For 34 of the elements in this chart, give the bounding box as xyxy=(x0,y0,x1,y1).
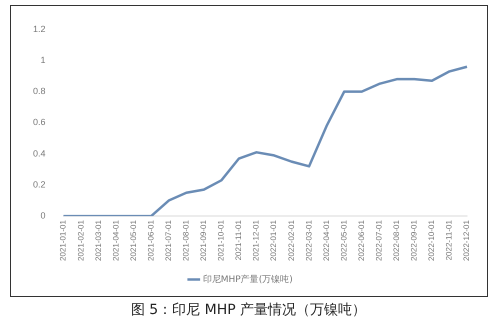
y-tick-label: 1.2 xyxy=(32,24,46,34)
x-tick-label: 2021-04-01 xyxy=(111,220,120,261)
x-tick-label: 2022-05-01 xyxy=(339,220,348,261)
x-tick-label: 2022-12-01 xyxy=(462,220,472,261)
x-tick-label: 2022-09-01 xyxy=(410,220,419,261)
y-tick-label: 0 xyxy=(40,210,46,221)
x-tick-label: 2021-07-01 xyxy=(164,220,173,261)
x-tick-label: 2022-03-01 xyxy=(304,220,314,261)
x-tick-label: 2021-11-01 xyxy=(234,220,244,260)
chart-frame: 印尼MHP产量(万镍吨) 2021-01-01 2021-02-01 2021-03-01 2021-04-01 2021-05-01 2021-06-01 2021-07-01 2021-08-01 2021-09-01 2021-10-01 2021-11-01 2021-12-01 2022-01-01 2022-02-01 2022-03-01 2022-04-01 2022-05-01 2022-06-01 2022-07-01 2022-08-01 2022-09-01 2022-10-01 2022-11-01 2022-12-01 0 0.2 0.4 0.6 0.8 1 1.2 xyxy=(10,5,488,297)
x-tick-label: 2022-04-01 xyxy=(322,220,331,261)
x-tick-label: 2021-09-01 xyxy=(199,220,208,261)
x-tick-label: 2021-05-01 xyxy=(128,220,138,261)
x-tick-label: 2021-12-01 xyxy=(252,220,261,261)
x-tick-label: 2021-10-01 xyxy=(216,220,226,261)
x-tick-label: 2022-01-01 xyxy=(269,220,278,261)
x-tick-label: 2021-06-01 xyxy=(146,220,156,261)
x-tick-label: 2022-10-01 xyxy=(427,220,436,261)
y-tick-label: 1 xyxy=(40,54,46,65)
y-tick-label: 0.6 xyxy=(32,117,46,128)
x-tick-label: 2022-07-01 xyxy=(374,220,384,261)
x-tick-label: 2022-02-01 xyxy=(286,220,296,261)
y-tick-label: 0.4 xyxy=(32,148,46,158)
x-tick-label: 2021-01-01 xyxy=(58,220,68,261)
x-tick-label: 2022-11-01 xyxy=(444,220,454,260)
x-tick-label: 2021-03-01 xyxy=(94,220,103,261)
y-tick-label: 0.8 xyxy=(32,86,46,96)
caption: 图 5：印尼 MHP 产量情况（万镍吨） xyxy=(130,301,368,319)
x-tick-label: 2021-02-01 xyxy=(76,220,86,261)
x-tick-label: 2022-08-01 xyxy=(392,220,402,261)
x-tick-label: 2022-06-01 xyxy=(356,220,366,261)
y-tick-label: 0.2 xyxy=(32,179,46,190)
x-tick-label: 2021-08-01 xyxy=(182,220,191,261)
legend-label: 印尼MHP产量(万镍吨) xyxy=(202,274,293,285)
